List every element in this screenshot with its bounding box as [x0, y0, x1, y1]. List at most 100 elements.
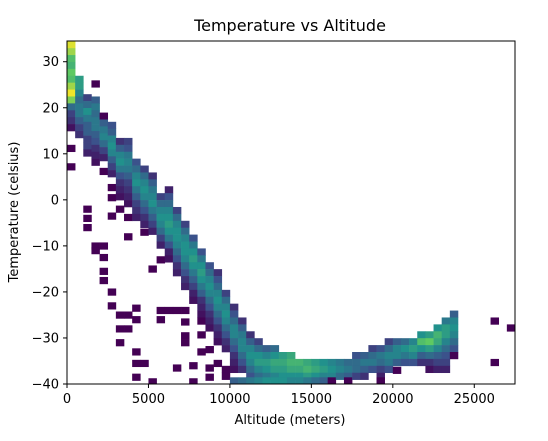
heatmap-cell [385, 352, 393, 359]
heatmap-cell [173, 269, 181, 276]
heatmap-cell [377, 366, 385, 373]
heatmap-cell [222, 297, 230, 304]
heatmap-cell [214, 331, 222, 338]
heatmap-cell [75, 131, 83, 138]
heatmap-cell [181, 269, 189, 276]
heatmap-cell [254, 366, 262, 373]
heatmap-cell [409, 345, 417, 352]
heatmap-cell [165, 307, 173, 314]
heatmap-cell [279, 377, 287, 384]
heatmap-cell [124, 233, 132, 240]
heatmap-cell [189, 283, 197, 290]
heatmap-cell [230, 377, 238, 384]
heatmap-cell [205, 297, 213, 304]
heatmap-cell [401, 338, 409, 345]
heatmap-cell [157, 316, 165, 323]
heatmap-cell [157, 256, 165, 263]
heatmap-cell [124, 159, 132, 166]
heatmap-cell [181, 228, 189, 235]
x-tick-label: 20000 [372, 392, 413, 407]
heatmap-cell [214, 269, 222, 276]
heatmap-cell [173, 221, 181, 228]
heatmap-cell [67, 55, 75, 62]
heatmap-cell [181, 221, 189, 228]
heatmap-cell [67, 124, 75, 131]
heatmap-cell [165, 186, 173, 193]
y-tick-label: 20 [42, 101, 59, 116]
heatmap-cell [287, 377, 295, 384]
heatmap-cell [442, 359, 450, 366]
heatmap-cell [368, 359, 376, 366]
heatmap-cell [425, 338, 433, 345]
heatmap-cell [214, 297, 222, 304]
heatmap-cell [303, 377, 311, 384]
heatmap-cell [238, 352, 246, 359]
heatmap-cell [148, 265, 156, 272]
heatmap-cell [230, 317, 238, 324]
heatmap-cell [116, 186, 124, 193]
heatmap-cell [214, 290, 222, 297]
heatmap-cell [173, 262, 181, 269]
heatmap-cell [246, 338, 254, 345]
heatmap-cell [148, 207, 156, 214]
heatmap-cell [230, 359, 238, 366]
heatmap-cell [181, 248, 189, 255]
heatmap-cell [148, 193, 156, 200]
heatmap-cell [91, 103, 99, 110]
heatmap-cell [132, 172, 140, 179]
heatmap-cell [303, 366, 311, 373]
heatmap-cell [181, 332, 189, 339]
heatmap-cell [222, 311, 230, 318]
heatmap-cell [124, 166, 132, 173]
heatmap-cell [116, 172, 124, 179]
heatmap-cell [205, 324, 213, 331]
heatmap-cell [173, 235, 181, 242]
heatmap-cell [100, 126, 108, 133]
heatmap-cell [116, 145, 124, 152]
heatmap-cell [425, 352, 433, 359]
y-tick-label: −30 [32, 331, 59, 346]
heatmap-cell [173, 307, 181, 314]
heatmap-cell [83, 136, 91, 143]
heatmap-cell [230, 338, 238, 345]
heatmap-cell [385, 345, 393, 352]
heatmap-cell [311, 377, 319, 384]
x-tick-label: 5000 [132, 392, 165, 407]
heatmap-cell [262, 377, 270, 384]
heatmap-cell [230, 311, 238, 318]
heatmap-cell [238, 331, 246, 338]
heatmap-cell [91, 145, 99, 152]
heatmap-cell [507, 324, 515, 331]
heatmap-cell [238, 366, 246, 373]
heatmap-cell [132, 305, 140, 312]
heatmap-cell [222, 290, 230, 297]
heatmap-cell [222, 373, 230, 380]
heatmap-cell [401, 345, 409, 352]
heatmap-cell [271, 377, 279, 384]
heatmap-cell [222, 317, 230, 324]
heatmap-cell [124, 200, 132, 207]
heatmap-cell [108, 170, 116, 177]
heatmap-cell [409, 338, 417, 345]
heatmap-cell [116, 193, 124, 200]
heatmap-cell [214, 324, 222, 331]
heatmap-cell [91, 159, 99, 166]
heatmap-cell [246, 331, 254, 338]
heatmap-cell [181, 262, 189, 269]
heatmap-cell [311, 359, 319, 366]
heatmap-cell [434, 366, 442, 373]
heatmap-cell [91, 247, 99, 254]
heatmap-cell [100, 154, 108, 161]
heatmap-cell [425, 359, 433, 366]
heatmap-cell [157, 235, 165, 242]
heatmap-cell [116, 152, 124, 159]
heatmap-cell [303, 359, 311, 366]
chart-title: Temperature vs Altitude [193, 16, 386, 35]
heatmap-cell [108, 194, 116, 201]
heatmap-cell [173, 214, 181, 221]
heatmap-cell [165, 207, 173, 214]
heatmap-cell [205, 269, 213, 276]
heatmap-cell [165, 235, 173, 242]
heatmap-cell [83, 129, 91, 136]
